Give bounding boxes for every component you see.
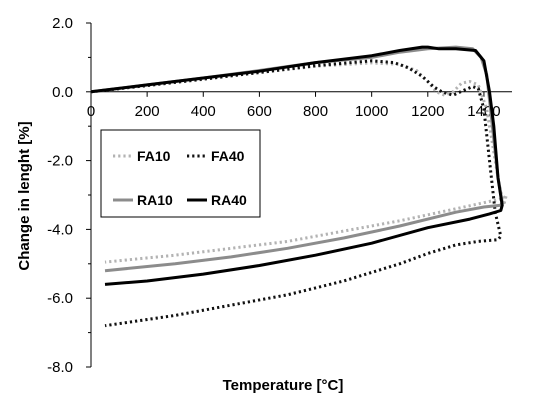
series-line-fa40 bbox=[90, 59, 503, 328]
x-tick-label: 600 bbox=[247, 103, 272, 120]
x-tick-label: 0 bbox=[87, 103, 95, 120]
series-layer bbox=[90, 45, 508, 328]
y-tick-label: 2.0 bbox=[52, 15, 73, 32]
y-axis-title: Change in lenght [%] bbox=[16, 121, 33, 270]
x-tick-label: 1200 bbox=[411, 103, 444, 120]
legend-items: FA10 FA40 RA10 RA40 bbox=[113, 148, 247, 208]
legend-label-fa10: FA10 bbox=[137, 148, 171, 164]
x-axis-title: Temperature [°C] bbox=[223, 377, 344, 394]
legend: FA10 FA40 RA10 RA40 bbox=[100, 129, 261, 218]
y-tick-label: -8.0 bbox=[47, 359, 73, 376]
legend-label-ra10: RA10 bbox=[137, 192, 173, 208]
y-tick-label: -6.0 bbox=[47, 290, 73, 307]
y-tick-label: 0.0 bbox=[52, 84, 73, 101]
x-axis-ticks: 0 200 400 600 800 1000 1200 1400 bbox=[87, 91, 501, 120]
y-tick-label: -2.0 bbox=[47, 153, 73, 170]
x-tick-label: 400 bbox=[191, 103, 216, 120]
x-tick-label: 200 bbox=[135, 103, 160, 120]
x-tick-label: 1000 bbox=[355, 103, 388, 120]
series-line-ra40 bbox=[90, 45, 504, 286]
x-tick-label: 800 bbox=[303, 103, 328, 120]
legend-label-ra40: RA40 bbox=[211, 192, 247, 208]
legend-label-fa40: FA40 bbox=[211, 148, 245, 164]
plot-area: 2.0 0.0 -2.0 -4.0 -6.0 -8.0 0 200 400 600 800 1000… bbox=[47, 15, 512, 376]
series-line-fa10 bbox=[90, 61, 508, 264]
y-axis-ticks: 2.0 0.0 -2.0 -4.0 -6.0 -8.0 bbox=[47, 15, 91, 376]
y-tick-label: -4.0 bbox=[47, 221, 73, 238]
x-tick-label: 1400 bbox=[467, 103, 500, 120]
legend-box bbox=[100, 129, 261, 218]
